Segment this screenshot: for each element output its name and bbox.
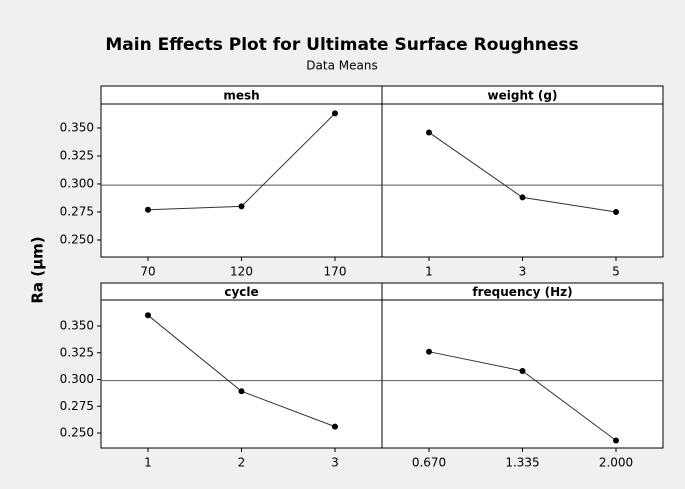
x-tick-label: 1 bbox=[144, 456, 152, 470]
y-tick-label: 0.250 bbox=[60, 426, 94, 440]
y-tick-label: 0.300 bbox=[60, 372, 94, 386]
y-tick-label: 0.250 bbox=[60, 232, 94, 246]
plot-area bbox=[100, 103, 383, 258]
data-point bbox=[145, 206, 151, 213]
x-tick-label: 3 bbox=[331, 456, 339, 470]
data-point bbox=[332, 423, 338, 430]
x-tick-label: 3 bbox=[519, 265, 527, 279]
y-tick-label: 0.350 bbox=[60, 120, 94, 134]
x-tick-label: 170 bbox=[324, 265, 347, 279]
data-point bbox=[613, 437, 619, 444]
plot-area bbox=[381, 103, 664, 258]
x-tick-label: 5 bbox=[612, 265, 620, 279]
y-tick-label: 0.275 bbox=[60, 204, 94, 218]
plot-area bbox=[100, 299, 383, 449]
y-tick-label: 0.350 bbox=[60, 319, 94, 333]
panel-title: cycle bbox=[224, 285, 258, 299]
data-point bbox=[238, 203, 245, 210]
data-point bbox=[519, 367, 526, 374]
x-tick-label: 120 bbox=[230, 265, 253, 279]
panel-title: mesh bbox=[223, 89, 259, 103]
x-tick-label: 70 bbox=[140, 265, 155, 279]
chart-title: Main Effects Plot for Ultimate Surface R… bbox=[105, 35, 578, 55]
data-point bbox=[519, 194, 526, 201]
data-point bbox=[613, 208, 619, 215]
panel-title: weight (g) bbox=[488, 89, 558, 103]
plot-area bbox=[381, 299, 664, 449]
x-tick-label: 1.335 bbox=[505, 456, 539, 470]
y-tick-label: 0.275 bbox=[60, 399, 94, 413]
data-point bbox=[145, 312, 151, 319]
chart-subtitle: Data Means bbox=[306, 59, 377, 73]
y-tick-label: 0.300 bbox=[60, 176, 94, 190]
x-tick-label: 0.670 bbox=[412, 456, 446, 470]
data-point bbox=[332, 110, 338, 117]
x-tick-label: 1 bbox=[425, 265, 433, 279]
y-tick-label: 0.325 bbox=[60, 148, 94, 162]
x-tick-label: 2 bbox=[238, 456, 246, 470]
data-point bbox=[426, 348, 432, 355]
data-point bbox=[238, 388, 245, 395]
panel-title: frequency (Hz) bbox=[472, 285, 572, 299]
x-tick-label: 2.000 bbox=[599, 456, 633, 470]
y-tick-label: 0.325 bbox=[60, 345, 94, 359]
data-point bbox=[426, 129, 432, 136]
y-axis-label: Ra (µm) bbox=[29, 236, 47, 303]
